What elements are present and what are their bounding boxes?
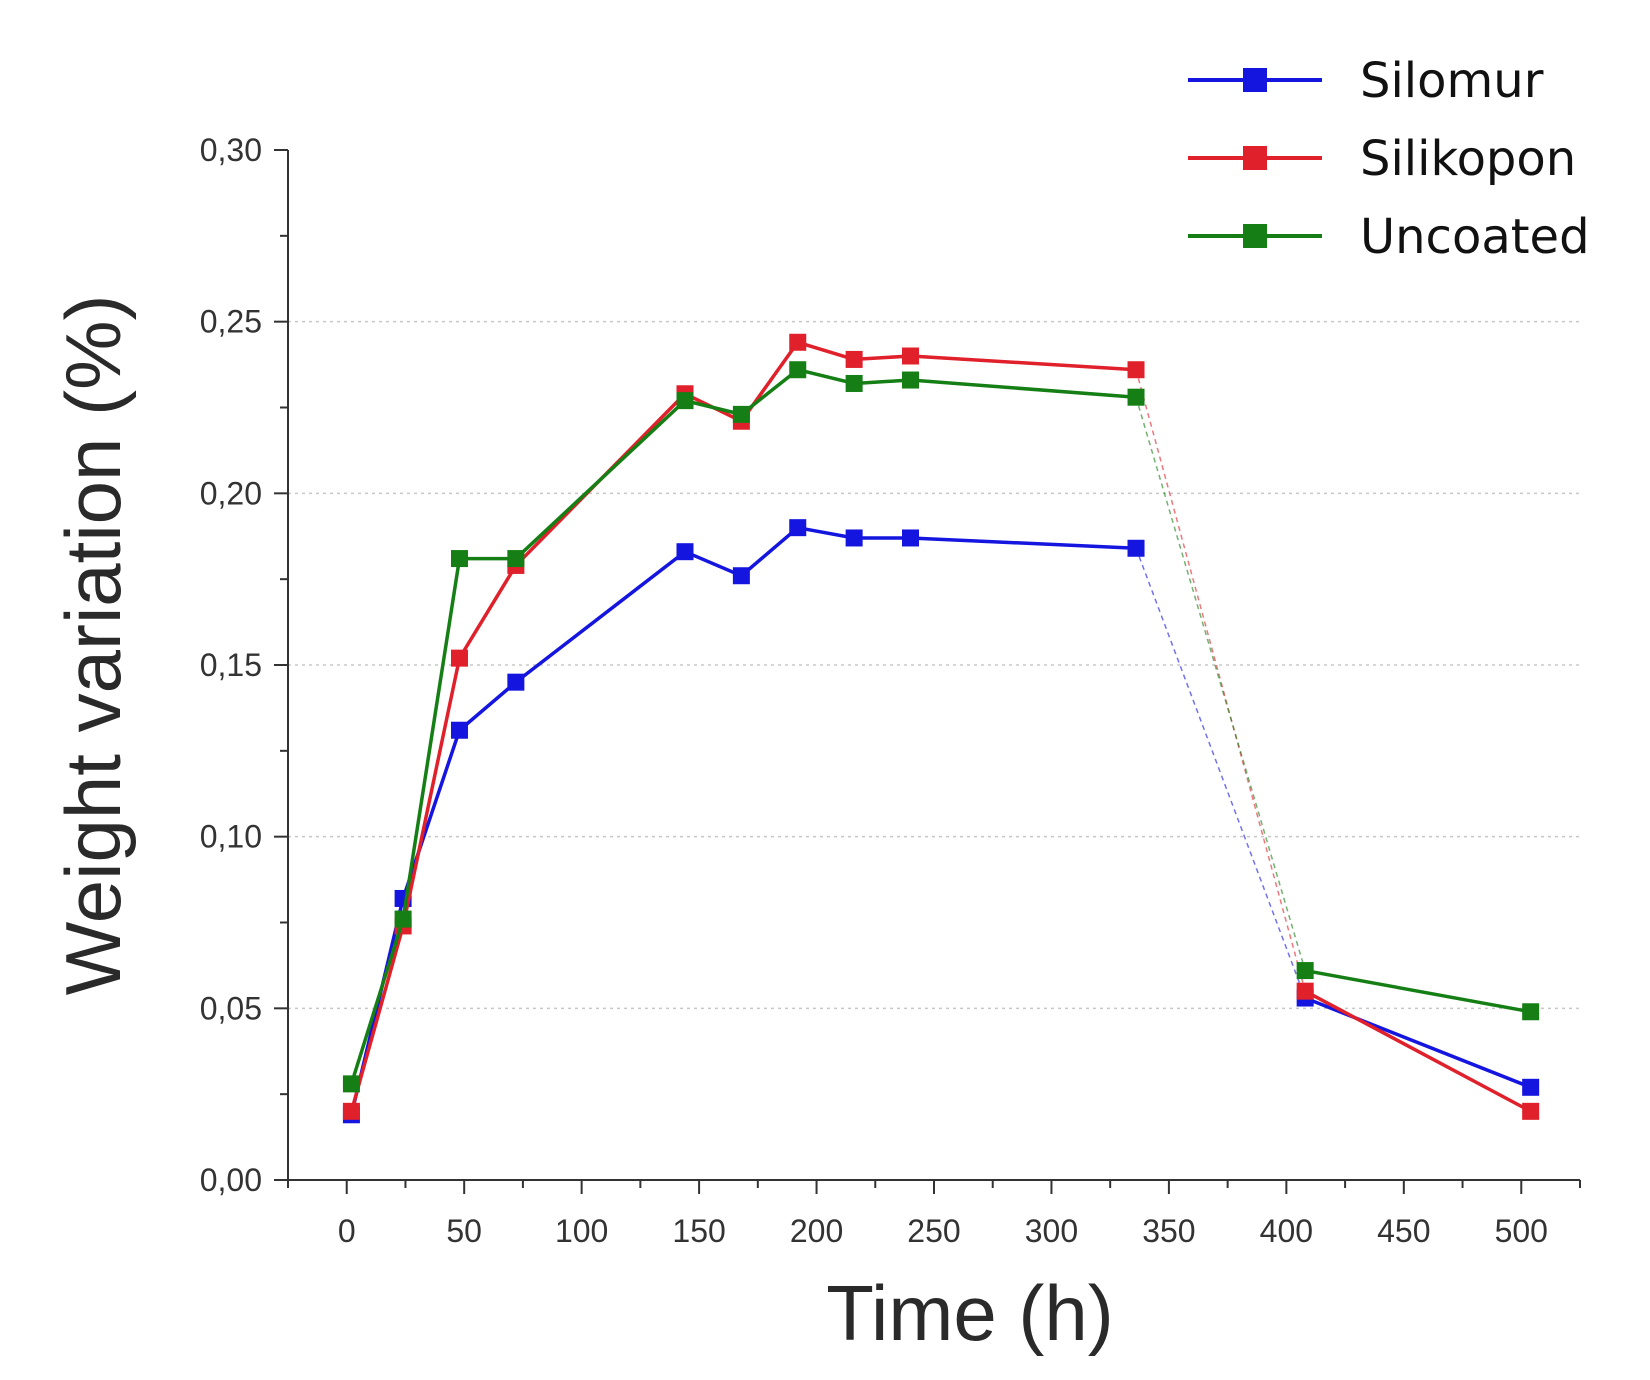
data-point [450, 721, 468, 739]
series-line-segment-dashed [1135, 396, 1306, 971]
data-point [732, 567, 750, 585]
data-point [1127, 388, 1145, 406]
ticks: 0,00 0,05 0,10 0,15 0,20 0,25 0,30 0 50 100 150 200… [200, 132, 1581, 1249]
legend-marker [1243, 146, 1267, 170]
x-tick-label: 50 [446, 1213, 482, 1249]
series-line-segment [514, 399, 687, 560]
series-line-segment [854, 354, 911, 362]
series-line-segment [1304, 996, 1532, 1089]
data-point [342, 1075, 360, 1093]
x-tick-label: 150 [672, 1213, 725, 1249]
x-tick-label: 250 [907, 1213, 960, 1249]
y-axis-title: Weight variation (%) [49, 295, 137, 996]
data-point [845, 529, 863, 547]
series-line-segment [910, 378, 1137, 399]
data-point [507, 550, 525, 568]
series-line-segment-dashed [1135, 369, 1306, 992]
data-point [845, 374, 863, 392]
series-line-segment [910, 354, 1137, 372]
data-point [1127, 539, 1145, 557]
x-axis-title: Time (h) [826, 1269, 1113, 1357]
data-point [342, 1102, 360, 1120]
series-line-segment [1304, 968, 1531, 1014]
x-tick-label: 500 [1495, 1213, 1548, 1249]
x-tick-label: 100 [555, 1213, 608, 1249]
data-point [1522, 1102, 1540, 1120]
data-point [1296, 982, 1314, 1000]
series-line-segment [1304, 989, 1532, 1113]
y-tick-label: 0,20 [200, 475, 262, 511]
series-silomur [342, 519, 1540, 1124]
grid-lines [288, 320, 1580, 1010]
y-tick-label: 0,05 [200, 990, 262, 1026]
legend-marker [1243, 224, 1267, 248]
y-tick-label: 0,10 [200, 819, 262, 855]
series-line-segment [458, 680, 517, 732]
series-line-segment [401, 558, 462, 920]
series-line-segment [684, 550, 743, 578]
data-point [1127, 361, 1145, 379]
y-tick-label: 0,15 [200, 647, 262, 683]
data-point [507, 673, 525, 691]
series-line-segment [797, 525, 855, 540]
series-line-segment-dashed [1135, 548, 1306, 999]
data-point [732, 405, 750, 423]
series-line-segment [401, 657, 462, 927]
series-line-segment [740, 526, 799, 578]
data-point [450, 649, 468, 667]
legend-label: Uncoated [1360, 209, 1590, 265]
y-tick-label: 0,25 [200, 304, 262, 340]
data-point [789, 519, 807, 537]
data-point [902, 371, 920, 389]
data-point [450, 550, 468, 568]
data-point [394, 910, 412, 928]
series-line-segment [349, 925, 405, 1112]
series-line-segment [401, 729, 462, 900]
series [342, 333, 1540, 1124]
data-point [676, 392, 694, 410]
data-point [789, 333, 807, 351]
data-point [845, 350, 863, 368]
series-uncoated [342, 361, 1540, 1093]
series-line-segment [854, 378, 911, 386]
data-point [902, 529, 920, 547]
x-tick-label: 400 [1260, 1213, 1313, 1249]
y-tick-label: 0,00 [200, 1162, 262, 1198]
legend-label: Silomur [1360, 53, 1544, 109]
series-line-segment [910, 536, 1137, 551]
data-point [789, 361, 807, 379]
series-line-segment [797, 340, 855, 362]
data-point [1522, 1078, 1540, 1096]
data-point [676, 543, 694, 561]
series-line-segment [740, 368, 799, 416]
x-tick-label: 200 [790, 1213, 843, 1249]
x-tick-label: 450 [1377, 1213, 1430, 1249]
data-point [1522, 1003, 1540, 1021]
series-line-segment [349, 918, 405, 1085]
x-tick-label: 350 [1142, 1213, 1195, 1249]
data-point [1296, 962, 1314, 980]
data-point [902, 347, 920, 365]
x-tick-label: 0 [338, 1213, 356, 1249]
x-tick-label: 300 [1025, 1213, 1078, 1249]
series-line-segment [514, 550, 687, 684]
legend-label: Silikopon [1360, 131, 1576, 187]
series-silikopon [342, 333, 1540, 1120]
legend: Silomur Silikopon Uncoated [1188, 53, 1590, 265]
series-line-segment [797, 368, 855, 386]
legend-marker [1243, 68, 1267, 92]
series-line-segment [457, 564, 518, 660]
y-tick-label: 0,30 [200, 132, 262, 168]
series-line-segment [684, 398, 742, 417]
